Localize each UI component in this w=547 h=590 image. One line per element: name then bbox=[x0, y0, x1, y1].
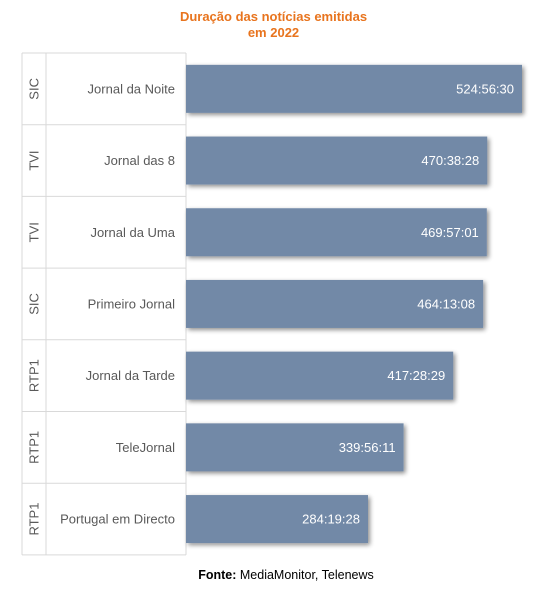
source-text: MediaMonitor, Telenews bbox=[239, 568, 374, 582]
bar bbox=[186, 495, 368, 544]
channel-label: RTP1 bbox=[27, 503, 42, 536]
channel-label: RTP1 bbox=[27, 431, 42, 464]
channel-label: SIC bbox=[27, 293, 42, 315]
data-label: 524:56:30 bbox=[456, 81, 514, 96]
chart-title-line-1: Duração das notícias emitidas bbox=[179, 9, 368, 24]
chart-title: Duração das notícias emitidas em 2022 bbox=[0, 9, 547, 41]
channel-label: TVI bbox=[27, 150, 42, 170]
program-label: Primeiro Jornal bbox=[88, 296, 176, 311]
bars: 524:56:30 470:38:28 469:57:01 464:13:08 417:… bbox=[186, 64, 522, 544]
program-label: Jornal da Tarde bbox=[86, 368, 175, 383]
data-label: 470:38:28 bbox=[421, 153, 479, 168]
program-label: TeleJornal bbox=[116, 440, 175, 455]
source-label: Fonte: bbox=[198, 568, 237, 582]
bar bbox=[186, 351, 454, 400]
data-label: 339:56:11 bbox=[339, 440, 396, 455]
bar bbox=[186, 279, 484, 328]
bar bbox=[186, 136, 488, 185]
channel-label: TVI bbox=[27, 222, 42, 242]
chart-title-line-2: em 2022 bbox=[247, 25, 300, 40]
source-note: Fonte: MediaMonitor, Telenews bbox=[0, 568, 547, 582]
program-label: Jornal da Noite bbox=[88, 81, 175, 96]
data-label: 464:13:08 bbox=[417, 296, 475, 311]
data-label: 469:57:01 bbox=[421, 225, 479, 240]
bar bbox=[186, 64, 522, 113]
data-label: 284:19:28 bbox=[302, 512, 360, 527]
bar bbox=[186, 208, 487, 257]
data-label: 417:28:29 bbox=[387, 368, 445, 383]
channel-label: RTP1 bbox=[27, 359, 42, 392]
program-label: Jornal das 8 bbox=[104, 153, 175, 168]
program-label: Portugal em Directo bbox=[60, 512, 175, 527]
category-grid: Jornal da Noite SIC Jornal das 8 TVI Jornal … bbox=[21, 52, 187, 556]
program-label: Jornal da Uma bbox=[90, 225, 175, 240]
bar bbox=[186, 423, 404, 472]
channel-label: SIC bbox=[27, 78, 42, 100]
